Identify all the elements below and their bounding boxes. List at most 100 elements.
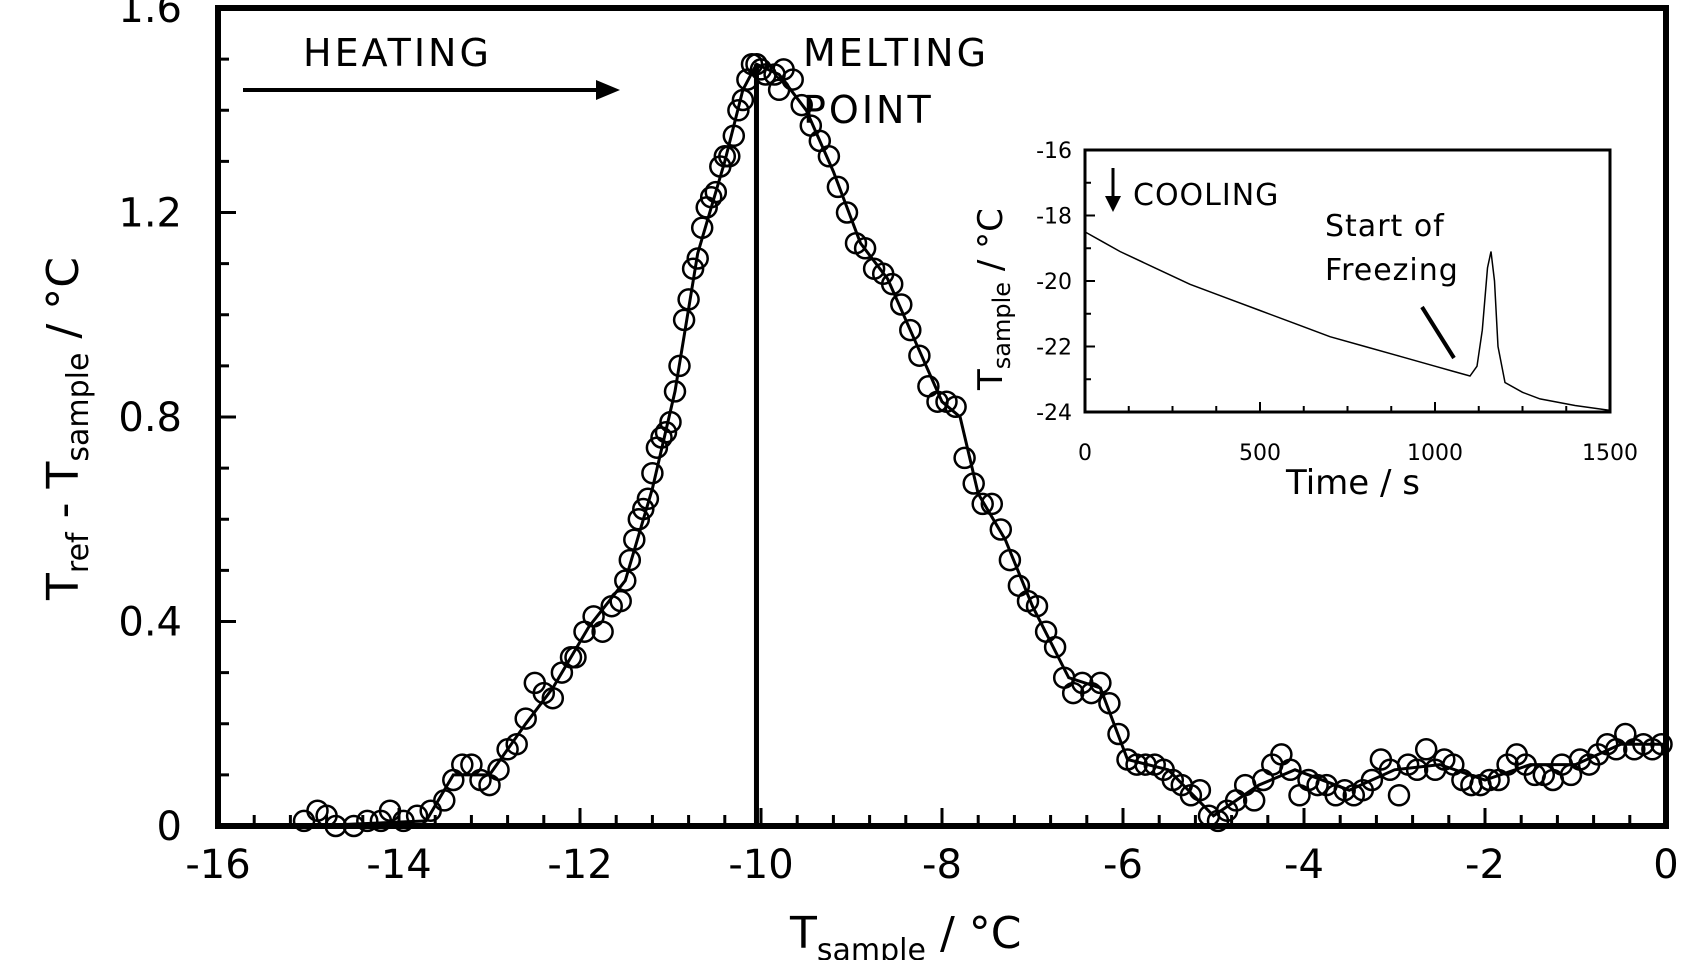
inset-x-tick-labels: 0 500 1000 1500 bbox=[1078, 441, 1638, 466]
main-y-label-t1: T bbox=[38, 573, 89, 601]
freezing-label-line2: Freezing bbox=[1325, 253, 1459, 288]
main-y-tick-label: 0.8 bbox=[118, 395, 182, 441]
main-data-point bbox=[623, 528, 646, 551]
main-data-point bbox=[324, 814, 347, 838]
inset-temperature-line bbox=[1084, 231, 1611, 412]
main-data-point bbox=[405, 804, 429, 828]
main-data-point bbox=[663, 380, 687, 403]
main-data-point bbox=[989, 518, 1013, 541]
main-data-point bbox=[998, 548, 1022, 572]
main-data-point bbox=[722, 124, 746, 148]
main-data-point bbox=[690, 216, 714, 240]
main-data-point bbox=[1288, 784, 1311, 807]
main-data-point bbox=[505, 732, 528, 756]
main-data-point bbox=[718, 145, 741, 168]
main-data-point bbox=[614, 569, 637, 592]
main-x-tick-label: -16 bbox=[185, 842, 250, 888]
heating-arrow-head-icon bbox=[596, 80, 620, 100]
main-data-point bbox=[1098, 692, 1121, 715]
main-data-point bbox=[1279, 758, 1302, 782]
main-data-point bbox=[672, 308, 696, 332]
main-data-point bbox=[677, 288, 700, 311]
inset-y-axis-label: Tsample / °C bbox=[971, 208, 1016, 391]
inset-y-tick-label: -16 bbox=[1036, 139, 1072, 164]
main-data-point bbox=[1233, 773, 1257, 797]
inset-x-tick-label: 1500 bbox=[1582, 441, 1638, 466]
main-y-label-sub2: sample bbox=[61, 353, 96, 462]
freezing-pointer bbox=[1420, 305, 1456, 360]
main-data-point bbox=[356, 809, 379, 833]
main-data-point bbox=[1306, 773, 1329, 797]
main-y-tick-labels: 0 0.4 0.8 1.2 1.6 bbox=[118, 0, 182, 850]
main-data-point bbox=[890, 293, 913, 316]
main-data-point bbox=[591, 620, 614, 643]
main-data-point bbox=[1089, 671, 1112, 695]
main-data-point bbox=[1650, 732, 1673, 756]
inset-y-tick-label: -24 bbox=[1036, 401, 1072, 426]
main-x-tick-label: -8 bbox=[922, 842, 962, 888]
main-data-point bbox=[1478, 768, 1501, 792]
main-x-ticks bbox=[216, 808, 1668, 826]
main-data-point bbox=[1125, 753, 1148, 776]
main-data-point bbox=[442, 768, 465, 792]
main-data-point bbox=[781, 68, 804, 91]
main-data-point bbox=[1007, 574, 1031, 597]
main-x-axis-label: Tsample / °C bbox=[789, 908, 1022, 960]
inset-y-ticks bbox=[1085, 149, 1095, 413]
main-data-point bbox=[835, 201, 859, 224]
main-x-label-unit: / °C bbox=[926, 908, 1022, 959]
main-x-label-t: T bbox=[789, 908, 817, 959]
main-data-point bbox=[681, 257, 705, 280]
main-data-point bbox=[1188, 778, 1212, 802]
main-y-label-sub1: ref bbox=[61, 531, 96, 573]
main-data-point bbox=[654, 421, 678, 444]
main-data-point bbox=[1405, 758, 1429, 782]
inset-y-label-t: T bbox=[971, 369, 1011, 391]
main-data-point bbox=[1043, 635, 1067, 659]
main-data-point bbox=[1025, 594, 1049, 618]
main-data-point bbox=[971, 492, 994, 516]
main-data-point bbox=[627, 508, 651, 531]
main-data-point bbox=[618, 548, 642, 572]
inset-y-tick-labels: -24 -22 -20 -18 -16 bbox=[1036, 139, 1072, 426]
main-data-point bbox=[609, 589, 632, 613]
main-y-tick-label: 1.2 bbox=[118, 191, 182, 237]
main-x-tick-labels: -16 -14 -12 -10 -8 -6 -4 -2 0 bbox=[185, 842, 1678, 888]
main-data-point bbox=[899, 318, 922, 342]
main-data-point bbox=[826, 175, 850, 199]
inset-x-axis-label: Time / s bbox=[1285, 463, 1420, 503]
main-data-point bbox=[433, 789, 456, 812]
main-data-point bbox=[853, 237, 877, 260]
main-x-tick-label: 0 bbox=[1653, 842, 1678, 888]
inset-y-label-unit: / °C bbox=[971, 208, 1011, 282]
main-data-point bbox=[944, 395, 967, 419]
main-x-tick-label: -6 bbox=[1103, 842, 1143, 888]
main-data-point bbox=[541, 686, 565, 710]
freezing-label-line1: Start of bbox=[1325, 209, 1445, 244]
main-data-point bbox=[451, 753, 474, 776]
melting-point-label-line1: MELTING bbox=[803, 31, 989, 75]
main-y-label-mid: - T bbox=[38, 462, 89, 533]
main-y-ticks bbox=[218, 6, 236, 828]
main-data-point bbox=[704, 180, 728, 204]
main-data-point bbox=[686, 247, 709, 270]
main-data-point bbox=[487, 758, 510, 782]
main-x-tick-label: -4 bbox=[1284, 842, 1324, 888]
main-data-points bbox=[292, 52, 1673, 838]
main-data-point bbox=[564, 646, 587, 669]
inset-x-tick-label: 0 bbox=[1078, 441, 1092, 466]
cooling-arrow-head-icon bbox=[1105, 196, 1121, 212]
main-data-point bbox=[636, 487, 660, 511]
main-data-point bbox=[908, 344, 931, 367]
cooling-label: COOLING bbox=[1133, 178, 1279, 213]
main-data-point bbox=[514, 707, 537, 730]
main-data-point bbox=[1360, 768, 1384, 792]
main-y-tick-label: 0.4 bbox=[118, 600, 182, 646]
inset-y-tick-label: -20 bbox=[1036, 270, 1072, 295]
main-plot: -16 -14 -12 -10 -8 -6 -4 -2 0 00.40.81.21.6 HEAT… bbox=[38, 0, 1679, 960]
inset-x-tick-label: 1000 bbox=[1407, 441, 1463, 466]
inset-plot-frame bbox=[1083, 148, 1612, 414]
main-data-point bbox=[668, 354, 691, 378]
main-data-point bbox=[817, 145, 841, 168]
